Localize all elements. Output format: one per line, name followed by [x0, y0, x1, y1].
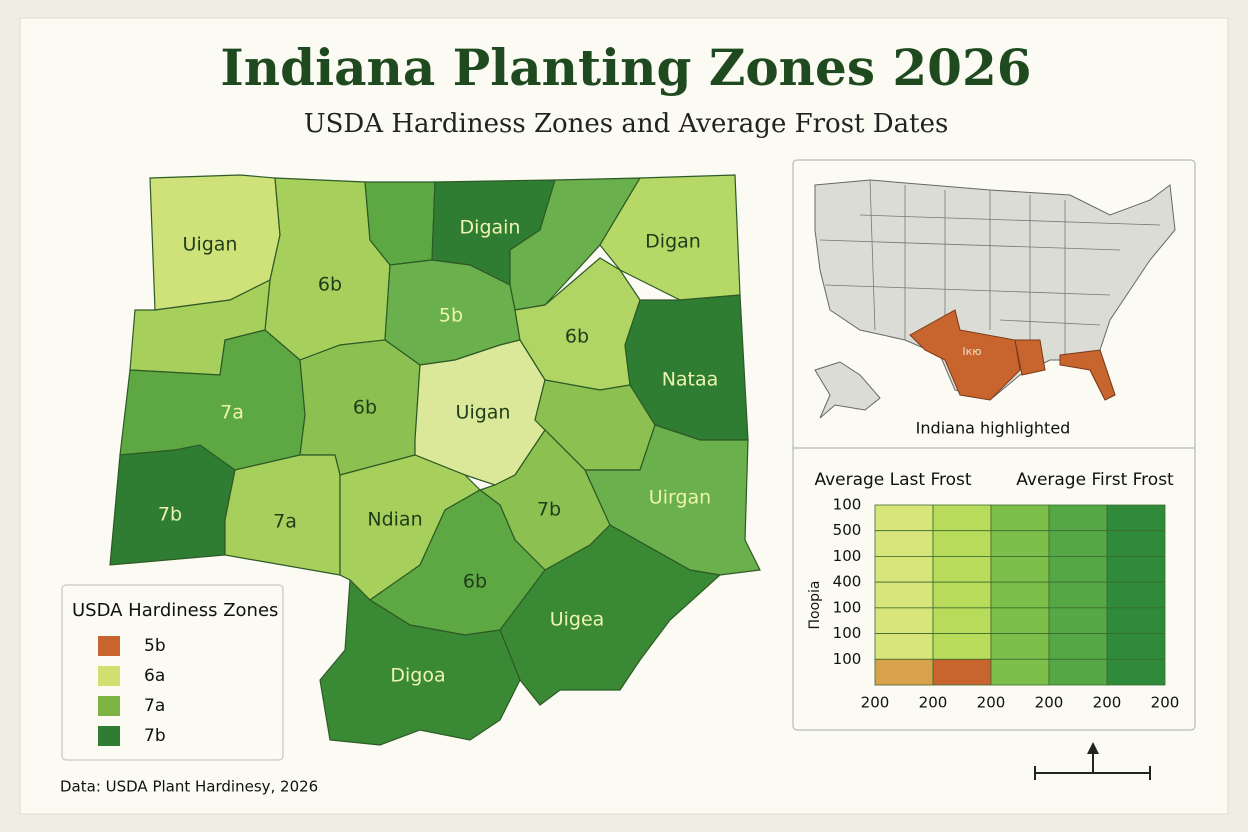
- state-lines: [819, 179, 1161, 355]
- frost-cell: [874, 504, 934, 532]
- legend-label: 7a: [144, 696, 165, 716]
- frost-cell: [1048, 504, 1108, 532]
- scale-bar: [1034, 742, 1151, 780]
- region-label: 7a: [220, 402, 244, 424]
- frost-cell: [1106, 556, 1166, 583]
- frost-cell: [1106, 658, 1166, 686]
- frost-x-tick: 200: [977, 694, 1006, 712]
- legend-swatch: [98, 636, 120, 656]
- frost-x-tick: 200: [1151, 694, 1180, 712]
- frost-chart: Average Last Frost Average First Frost П…: [807, 470, 1179, 712]
- frost-cell: [990, 530, 1050, 557]
- frost-cell: [990, 633, 1050, 660]
- region-label: Nataa: [662, 369, 719, 391]
- frost-cell: [932, 607, 992, 634]
- region-label: Uigan: [183, 234, 238, 256]
- frost-x-tick: 200: [1093, 694, 1122, 712]
- frost-y-tick: 100: [833, 650, 862, 668]
- frost-cell: [1106, 504, 1166, 532]
- frost-cell: [1048, 556, 1108, 583]
- frost-cell: [932, 658, 992, 686]
- frost-x-tick: 200: [1035, 694, 1064, 712]
- region-label: 7a: [273, 511, 297, 533]
- frost-cell: [874, 633, 934, 660]
- frost-cell: [874, 556, 934, 583]
- region-label: Digain: [460, 217, 521, 239]
- legend-title: USDA Hardiness Zones: [72, 600, 278, 621]
- frost-header: Average Last Frost: [814, 470, 971, 490]
- region-labels: Uigan 6b Digain Digan 5b 6b Nataa 7a 6b …: [158, 217, 718, 687]
- frost-cell: [990, 581, 1050, 609]
- frost-header: Average First Frost: [1016, 470, 1174, 490]
- legend-label: 6a: [144, 666, 165, 686]
- legend-label: 7b: [144, 726, 166, 746]
- legend-label: 5b: [144, 636, 166, 656]
- region-label: 6b: [318, 274, 342, 296]
- frost-y-tick: 400: [833, 573, 862, 591]
- frost-cell: [874, 530, 934, 557]
- frost-x-tick: 200: [919, 694, 948, 712]
- highlight-state: [1059, 349, 1116, 401]
- inset-caption: Indiana highlighted: [916, 419, 1071, 438]
- frost-cell: [990, 504, 1050, 532]
- frost-cell: [932, 581, 992, 609]
- frost-cell: [932, 556, 992, 583]
- region-label: 6b: [565, 326, 589, 348]
- indiana-map: [109, 174, 761, 746]
- region-label: 7b: [158, 504, 182, 526]
- frost-cell: [1048, 607, 1108, 634]
- frost-cell: [1048, 658, 1108, 686]
- frost-cell: [874, 581, 934, 609]
- frost-y-tick: 100: [833, 496, 862, 514]
- region-label: 6b: [353, 397, 377, 419]
- region-label: Uigea: [550, 609, 605, 631]
- frost-cell: [1106, 607, 1166, 634]
- legend-swatch: [98, 726, 120, 746]
- region-label: Digoa: [390, 665, 445, 687]
- frost-cell: [990, 556, 1050, 583]
- region-label: 5b: [439, 305, 463, 327]
- frost-cell: [874, 607, 934, 634]
- region-label: Uirgan: [649, 487, 711, 509]
- legend: USDA Hardiness Zones 5b 6a 7a 7b: [61, 584, 284, 761]
- frost-cell: [932, 504, 992, 532]
- frost-cell: [932, 530, 992, 557]
- frost-y-label: Пoopia: [807, 580, 823, 629]
- frost-y-tick: 100: [833, 598, 862, 616]
- frost-cell: [1106, 530, 1166, 557]
- legend-box: [61, 584, 284, 761]
- frost-y-tick: 100: [833, 547, 862, 565]
- frost-cell: [932, 633, 992, 660]
- highlight-state: [909, 309, 1021, 401]
- region-label: Uigan: [456, 402, 511, 424]
- footer: Data: USDA Plant Hardinesy, 2026: [60, 778, 318, 796]
- region-label: Ndian: [367, 509, 422, 531]
- frost-cell: [990, 607, 1050, 634]
- legend-swatch: [98, 696, 120, 716]
- frost-cell: [1048, 530, 1108, 557]
- frost-x-tick: 200: [861, 694, 890, 712]
- frost-cell: [1106, 581, 1166, 609]
- region-label: Digan: [645, 231, 701, 253]
- region-label: 7b: [537, 499, 561, 521]
- frost-cell: [990, 658, 1050, 686]
- legend-swatch: [98, 666, 120, 686]
- frost-cell: [874, 658, 934, 686]
- highlight-state: [1014, 339, 1046, 376]
- subtitle: USDA Hardiness Zones and Average Frost D…: [304, 109, 949, 139]
- frost-y-tick: 500: [833, 521, 862, 539]
- region-label: 6b: [463, 571, 487, 593]
- frost-y-tick: 100: [833, 624, 862, 642]
- state-label: Iкю: [962, 345, 981, 358]
- frost-cell: [1106, 633, 1166, 660]
- frost-cell: [1048, 581, 1108, 609]
- region: [319, 578, 521, 746]
- alaska: [814, 361, 881, 419]
- title: Indiana Planting Zones 2026: [220, 38, 1031, 97]
- frost-cell: [1048, 633, 1108, 660]
